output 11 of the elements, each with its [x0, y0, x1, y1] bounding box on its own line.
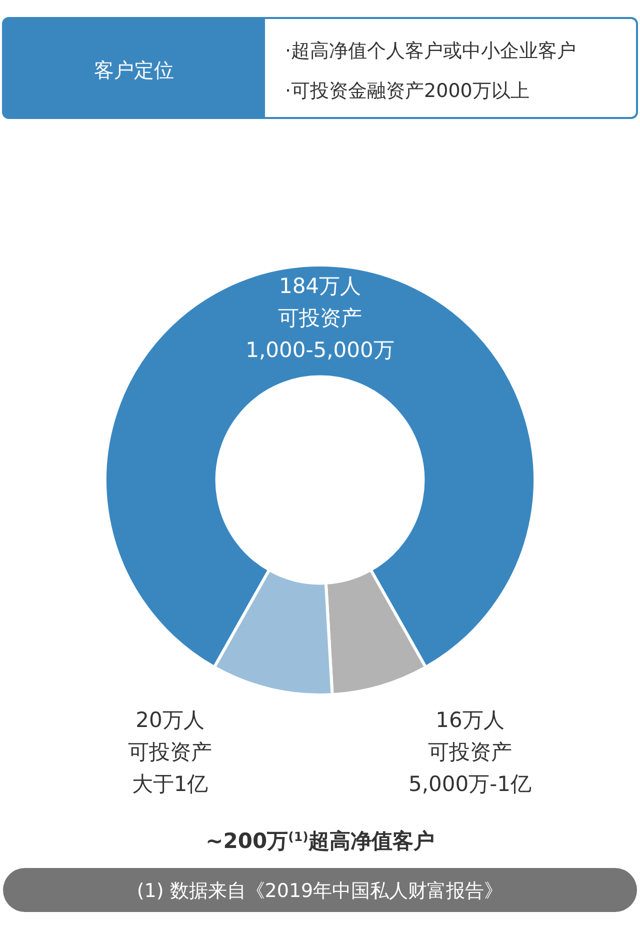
slice-label: 可投资产1,000-5,000万: [246, 306, 394, 362]
data-label: 20万人: [136, 708, 204, 732]
text: ~200万$^{(1)}$超高净值客户: [206, 828, 434, 853]
data-label: 184万人: [278, 274, 362, 298]
slice-label: 可投资产5,000万-1亿: [408, 740, 532, 796]
slice-label: 可投资产大于1亿: [128, 740, 212, 796]
text: (1) 数据来自《2019年中国私人财富报告》: [136, 880, 504, 902]
text: ·可投资金融资产2000万以上: [285, 80, 530, 102]
chart-subtitle: 客户定位: [94, 58, 174, 82]
text: ·超高净值个人客户或中小企业客户: [285, 40, 576, 62]
data-label: 16万人: [436, 708, 504, 732]
